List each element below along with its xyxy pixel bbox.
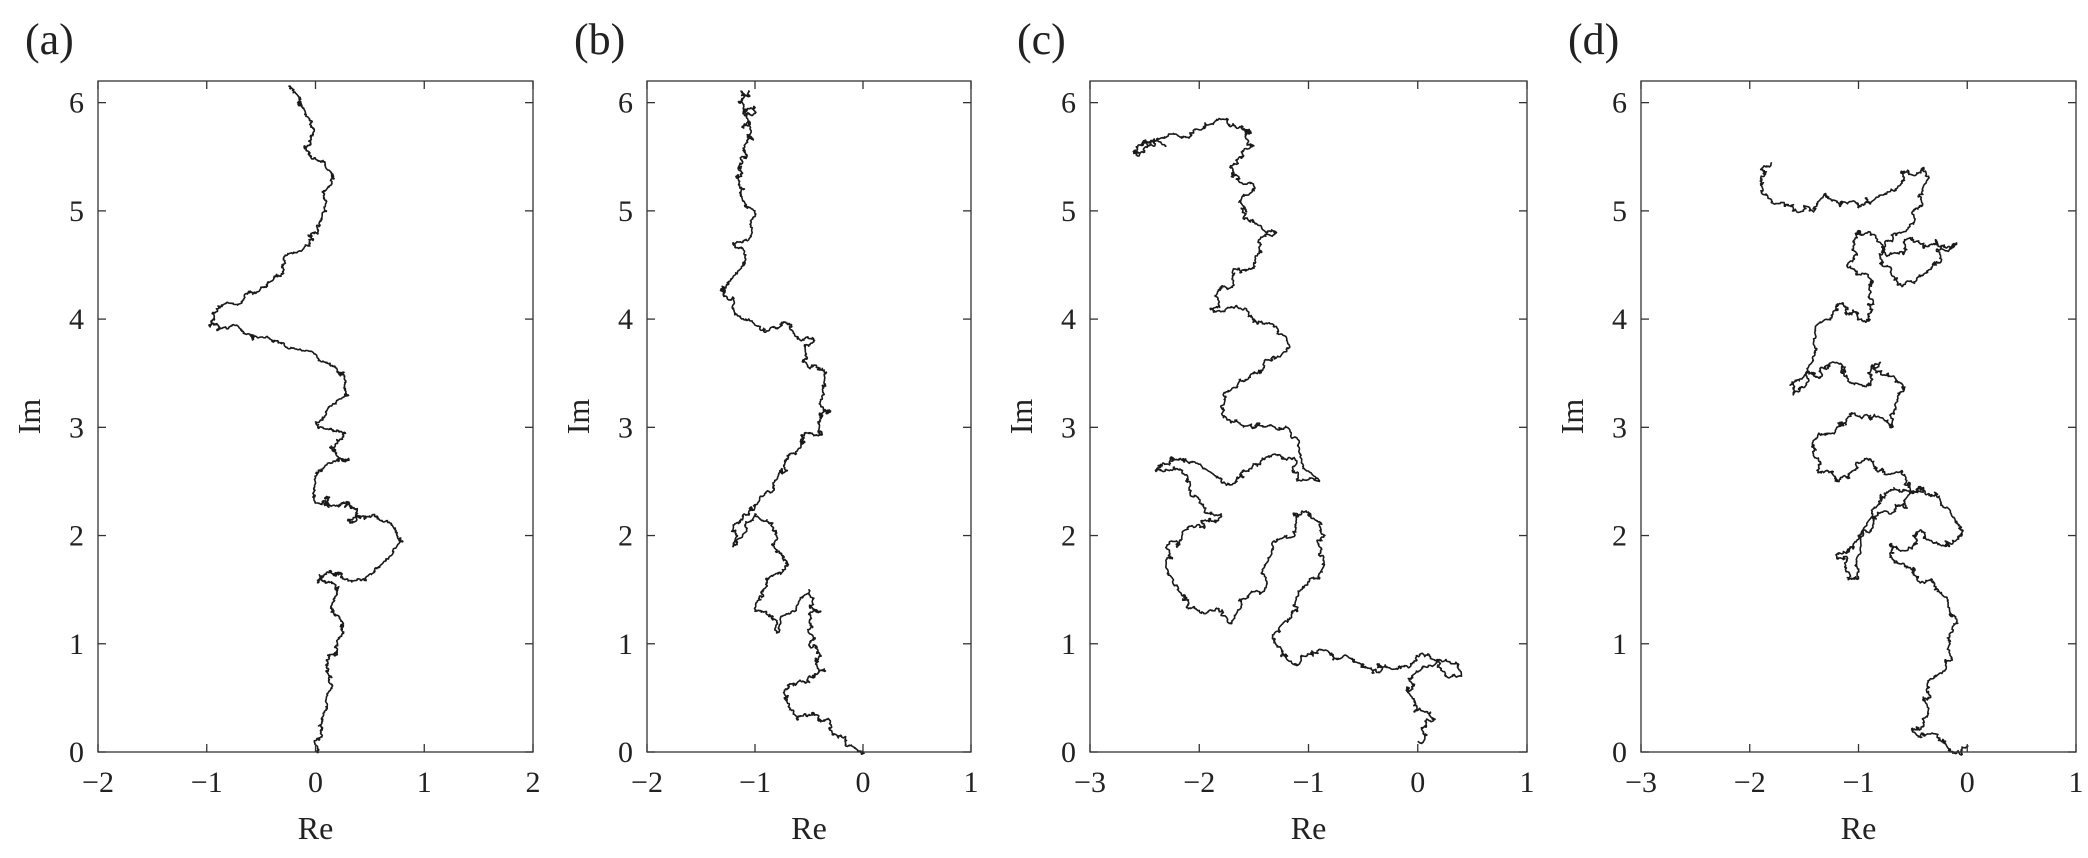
- x-tick-label: −1: [191, 766, 223, 799]
- y-tick-label: 0: [69, 736, 84, 769]
- y-tick-label: 5: [618, 195, 633, 228]
- y-tick-label: 5: [1061, 195, 1076, 228]
- panel-0: (a) −2 −1 0 1 2 0 1 2 3 4 5 6 Re Im: [11, 15, 541, 846]
- x-tick-label: −1: [1843, 766, 1875, 799]
- y-tick-label: 0: [1612, 736, 1627, 769]
- axes-frame: [646, 80, 972, 753]
- y-tick-label: 2: [1612, 520, 1627, 553]
- axes-frame: [1089, 80, 1528, 753]
- x-axis-label: Re: [1841, 810, 1877, 846]
- y-tick-label: 1: [1612, 628, 1627, 661]
- y-tick-label: 6: [1061, 87, 1076, 120]
- x-tick-label: −2: [631, 766, 663, 799]
- x-tick-label: 0: [308, 766, 323, 799]
- series-line: [1132, 117, 1463, 745]
- y-tick-label: 0: [618, 736, 633, 769]
- panel-2: (c) −3 −2 −1 0 1 0 1 2 3 4 5 6 Re Im: [1003, 15, 1535, 846]
- y-tick-label: 2: [618, 520, 633, 553]
- y-tick-label: 6: [69, 87, 84, 120]
- y-tick-label: 6: [1612, 87, 1627, 120]
- y-tick-label: 3: [1612, 411, 1627, 444]
- y-axis-label: Im: [1554, 399, 1590, 435]
- series-line: [208, 85, 404, 754]
- x-tick-label: −2: [1734, 766, 1766, 799]
- axes-frame: [97, 80, 534, 753]
- x-tick-label: 1: [1520, 766, 1535, 799]
- panel-3: (d) −3 −2 −1 0 1 0 1 2 3 4 5 6 Re Im: [1554, 15, 2084, 846]
- x-tick-label: −1: [739, 766, 771, 799]
- x-tick-label: −2: [82, 766, 114, 799]
- panel-label: (a): [25, 15, 74, 64]
- y-tick-label: 4: [69, 303, 84, 336]
- x-tick-label: 2: [526, 766, 541, 799]
- x-tick-label: 1: [964, 766, 979, 799]
- x-tick-label: 0: [856, 766, 871, 799]
- y-tick-label: 3: [1061, 411, 1076, 444]
- y-tick-label: 2: [69, 520, 84, 553]
- x-tick-label: −3: [1625, 766, 1657, 799]
- x-axis-label: Re: [791, 810, 827, 846]
- y-axis-label: Im: [11, 399, 47, 435]
- panel-label: (c): [1017, 15, 1066, 64]
- y-tick-label: 1: [69, 628, 84, 661]
- y-tick-label: 4: [618, 303, 633, 336]
- x-tick-label: 1: [417, 766, 432, 799]
- y-tick-label: 1: [618, 628, 633, 661]
- series-line: [719, 90, 865, 755]
- panel-label: (d): [1568, 15, 1619, 64]
- y-tick-label: 3: [69, 411, 84, 444]
- x-tick-label: −2: [1183, 766, 1215, 799]
- x-tick-label: −3: [1074, 766, 1106, 799]
- y-tick-label: 5: [69, 195, 84, 228]
- y-tick-label: 4: [1612, 303, 1627, 336]
- y-tick-label: 0: [1061, 736, 1076, 769]
- x-tick-label: 0: [1960, 766, 1975, 799]
- series-line: [1759, 161, 1969, 756]
- y-tick-label: 4: [1061, 303, 1076, 336]
- y-tick-label: 6: [618, 87, 633, 120]
- y-tick-label: 5: [1612, 195, 1627, 228]
- y-tick-label: 2: [1061, 520, 1076, 553]
- y-axis-label: Im: [560, 399, 596, 435]
- y-tick-label: 1: [1061, 628, 1076, 661]
- y-tick-label: 3: [618, 411, 633, 444]
- x-tick-label: −1: [1293, 766, 1325, 799]
- x-axis-label: Re: [1291, 810, 1327, 846]
- panel-1: (b) −2 −1 0 1 0 1 2 3 4 5 6 Re Im: [560, 15, 979, 846]
- x-tick-label: 1: [2069, 766, 2084, 799]
- y-axis-label: Im: [1003, 399, 1039, 435]
- x-axis-label: Re: [298, 810, 334, 846]
- x-tick-label: 0: [1410, 766, 1425, 799]
- panel-label: (b): [574, 15, 625, 64]
